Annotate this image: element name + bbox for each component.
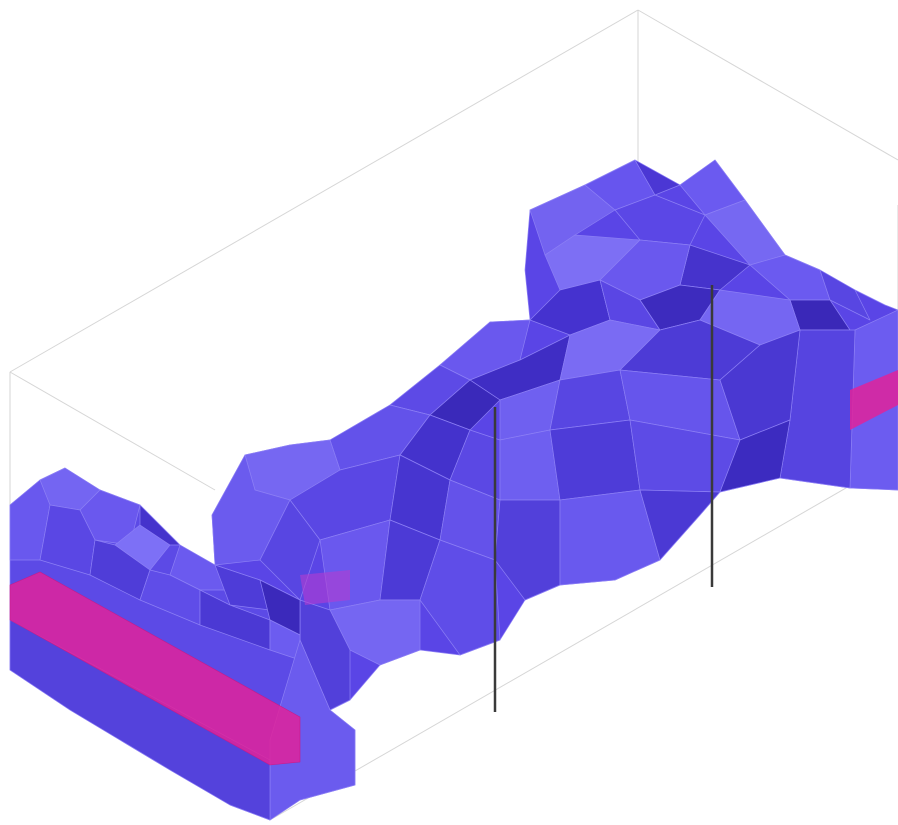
- surface-facet: [79, 489, 141, 546]
- surface-facet: [39, 504, 96, 576]
- high-value-band: [9, 370, 898, 766]
- bbox-edge: [9, 371, 216, 491]
- surface-facet: [169, 544, 231, 591]
- high-value-band-right: [850, 370, 898, 430]
- high-value-band-mid: [300, 570, 350, 605]
- surface-facet: [269, 639, 356, 821]
- surface-facet: [529, 184, 616, 256]
- surface-facet: [199, 589, 271, 651]
- surface-facet: [139, 504, 181, 546]
- well-trajectory: [493, 285, 714, 712]
- surface-facet: [9, 619, 271, 821]
- high-value-band-front: [9, 571, 301, 766]
- surface-facet: [269, 619, 301, 661]
- surface-facet: [634, 159, 681, 196]
- isosurface-body: [9, 159, 898, 821]
- bbox-edge: [9, 9, 639, 373]
- surface-facet: [419, 539, 501, 656]
- surface-facet: [549, 419, 641, 501]
- surface-facet: [499, 429, 561, 501]
- surface-facet: [89, 539, 151, 601]
- surface-facet: [819, 269, 871, 321]
- surface-facet: [139, 569, 201, 626]
- surface-facet: [719, 329, 801, 441]
- bbox-edge: [637, 9, 898, 161]
- bbox-edge: [269, 457, 898, 821]
- surface-facet: [639, 489, 721, 561]
- surface-facet: [559, 489, 661, 586]
- surface-facet: [719, 419, 791, 493]
